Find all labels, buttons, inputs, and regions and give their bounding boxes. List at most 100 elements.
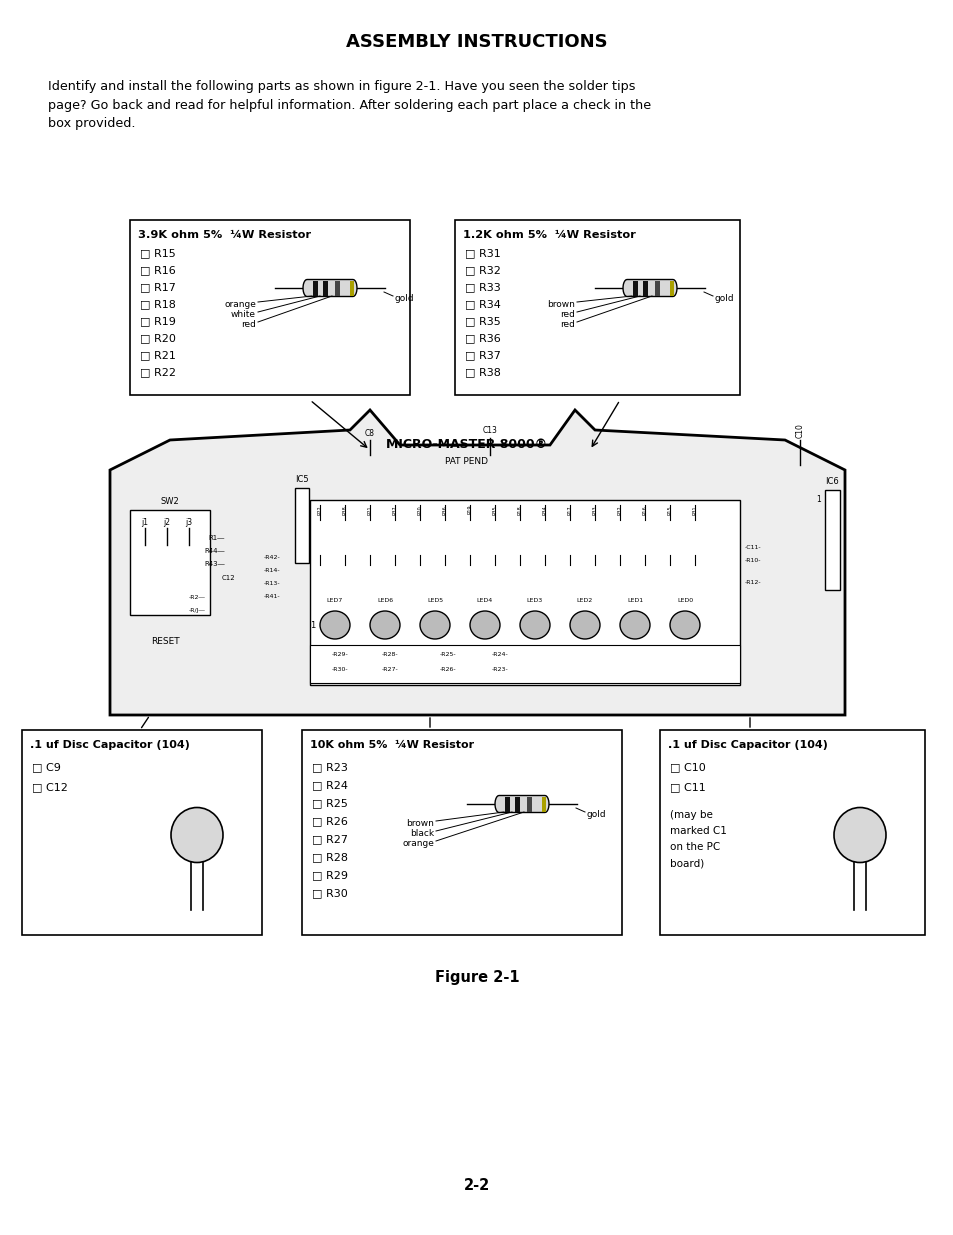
Text: □ C10: □ C10 [669, 762, 705, 772]
Text: -R10-: -R10- [744, 558, 760, 563]
Text: ASSEMBLY INSTRUCTIONS: ASSEMBLY INSTRUCTIONS [346, 33, 607, 51]
Text: R37: R37 [392, 505, 397, 515]
Bar [455, 220, 740, 395]
Text: -R13-: -R13- [263, 580, 280, 585]
Text: -R27-: -R27- [381, 667, 398, 672]
Text: 10K ohm 5%  ¼W Resistor: 10K ohm 5% ¼W Resistor [310, 740, 474, 750]
Bar [643, 280, 648, 295]
Text: -R30-: -R30- [332, 667, 348, 672]
Text: 2-2: 2-2 [463, 1177, 490, 1193]
Text: R35: R35 [492, 505, 497, 515]
Text: brown: brown [406, 819, 434, 827]
Text: gold: gold [395, 294, 415, 303]
Text: SW2: SW2 [160, 496, 179, 506]
Text: R20: R20 [417, 505, 422, 515]
Text: black: black [410, 829, 434, 839]
Ellipse shape [470, 611, 499, 638]
Text: R38: R38 [342, 505, 347, 515]
Text: -R41-: -R41- [263, 594, 280, 599]
Text: □ R38: □ R38 [464, 367, 500, 377]
Bar [294, 488, 309, 563]
Text: □ R34: □ R34 [464, 299, 500, 309]
Text: R43―: R43― [204, 561, 225, 567]
Text: □ R28: □ R28 [312, 852, 348, 862]
Text: □ R27: □ R27 [312, 834, 348, 844]
Text: marked C1: marked C1 [669, 826, 726, 836]
Text: □ R32: □ R32 [464, 266, 500, 275]
Text: orange: orange [224, 300, 255, 309]
Text: -R42-: -R42- [263, 555, 280, 559]
Bar [310, 645, 740, 683]
Text: LED1: LED1 [626, 598, 642, 603]
Bar [22, 730, 262, 935]
Text: IC5: IC5 [294, 475, 309, 484]
Text: -R14-: -R14- [263, 568, 280, 573]
Text: gold: gold [714, 294, 734, 303]
Bar [323, 280, 328, 295]
Text: R1―: R1― [209, 535, 225, 541]
Bar [669, 280, 673, 295]
Polygon shape [495, 795, 548, 813]
Bar [824, 490, 840, 590]
Text: R17: R17 [567, 505, 572, 515]
Ellipse shape [569, 611, 599, 638]
Text: R33: R33 [592, 505, 597, 515]
Text: C8: C8 [365, 429, 375, 438]
Text: □ R24: □ R24 [312, 781, 348, 790]
Text: red: red [241, 320, 255, 329]
Text: R18: R18 [517, 505, 522, 515]
Ellipse shape [319, 611, 350, 638]
Text: □ R31: □ R31 [464, 248, 500, 258]
Text: LED2: LED2 [577, 598, 593, 603]
Text: R22: R22 [317, 505, 322, 515]
Text: -R25-: -R25- [439, 652, 456, 657]
Bar [314, 280, 318, 295]
Text: □ C11: □ C11 [669, 782, 705, 792]
Text: □ R36: □ R36 [464, 333, 500, 343]
Text: 3.9K ohm 5%  ¼W Resistor: 3.9K ohm 5% ¼W Resistor [138, 230, 311, 240]
Text: □ R15: □ R15 [140, 248, 175, 258]
Text: C13: C13 [482, 426, 497, 435]
Bar [655, 280, 659, 295]
Polygon shape [303, 279, 356, 296]
Bar [505, 797, 510, 811]
Text: RESET: RESET [151, 637, 179, 646]
Ellipse shape [370, 611, 399, 638]
Bar [527, 797, 532, 811]
Bar [633, 280, 638, 295]
Text: C10: C10 [795, 424, 803, 438]
Bar [335, 280, 340, 295]
Text: PAT PEND: PAT PEND [445, 457, 488, 467]
Text: brown: brown [547, 300, 575, 309]
Ellipse shape [669, 611, 700, 638]
Bar [541, 797, 545, 811]
Text: (may be: (may be [669, 810, 712, 820]
Text: IC6: IC6 [824, 477, 838, 487]
Text: on the PC: on the PC [669, 842, 720, 852]
Text: R31: R31 [692, 505, 697, 515]
Ellipse shape [519, 611, 550, 638]
Bar [515, 797, 520, 811]
Polygon shape [622, 279, 677, 296]
Text: LED3: LED3 [526, 598, 542, 603]
Text: □ R23: □ R23 [312, 762, 348, 772]
Text: □ R25: □ R25 [312, 798, 348, 808]
Text: -R26-: -R26- [439, 667, 456, 672]
Text: .1 uf Disc Capacitor (104): .1 uf Disc Capacitor (104) [30, 740, 190, 750]
Bar [310, 500, 740, 685]
Text: □ C9: □ C9 [32, 762, 61, 772]
Text: □ R17: □ R17 [140, 282, 175, 291]
Text: -R23-: -R23- [491, 667, 508, 672]
Text: Identify and install the following parts as shown in figure 2-1. Have you seen t: Identify and install the following parts… [48, 80, 651, 130]
Text: R36: R36 [442, 505, 447, 515]
Text: -C11-: -C11- [744, 545, 760, 550]
Text: MICRO-MASTER 8000®: MICRO-MASTER 8000® [386, 438, 547, 452]
Text: LED7: LED7 [327, 598, 343, 603]
Text: □ R29: □ R29 [312, 869, 348, 881]
Text: -R24-: -R24- [491, 652, 508, 657]
Text: -R/J―: -R/J― [188, 608, 205, 613]
Text: Figure 2-1: Figure 2-1 [435, 969, 518, 986]
Text: R44―: R44― [204, 548, 225, 555]
Text: R16: R16 [641, 505, 647, 515]
Ellipse shape [171, 808, 223, 862]
